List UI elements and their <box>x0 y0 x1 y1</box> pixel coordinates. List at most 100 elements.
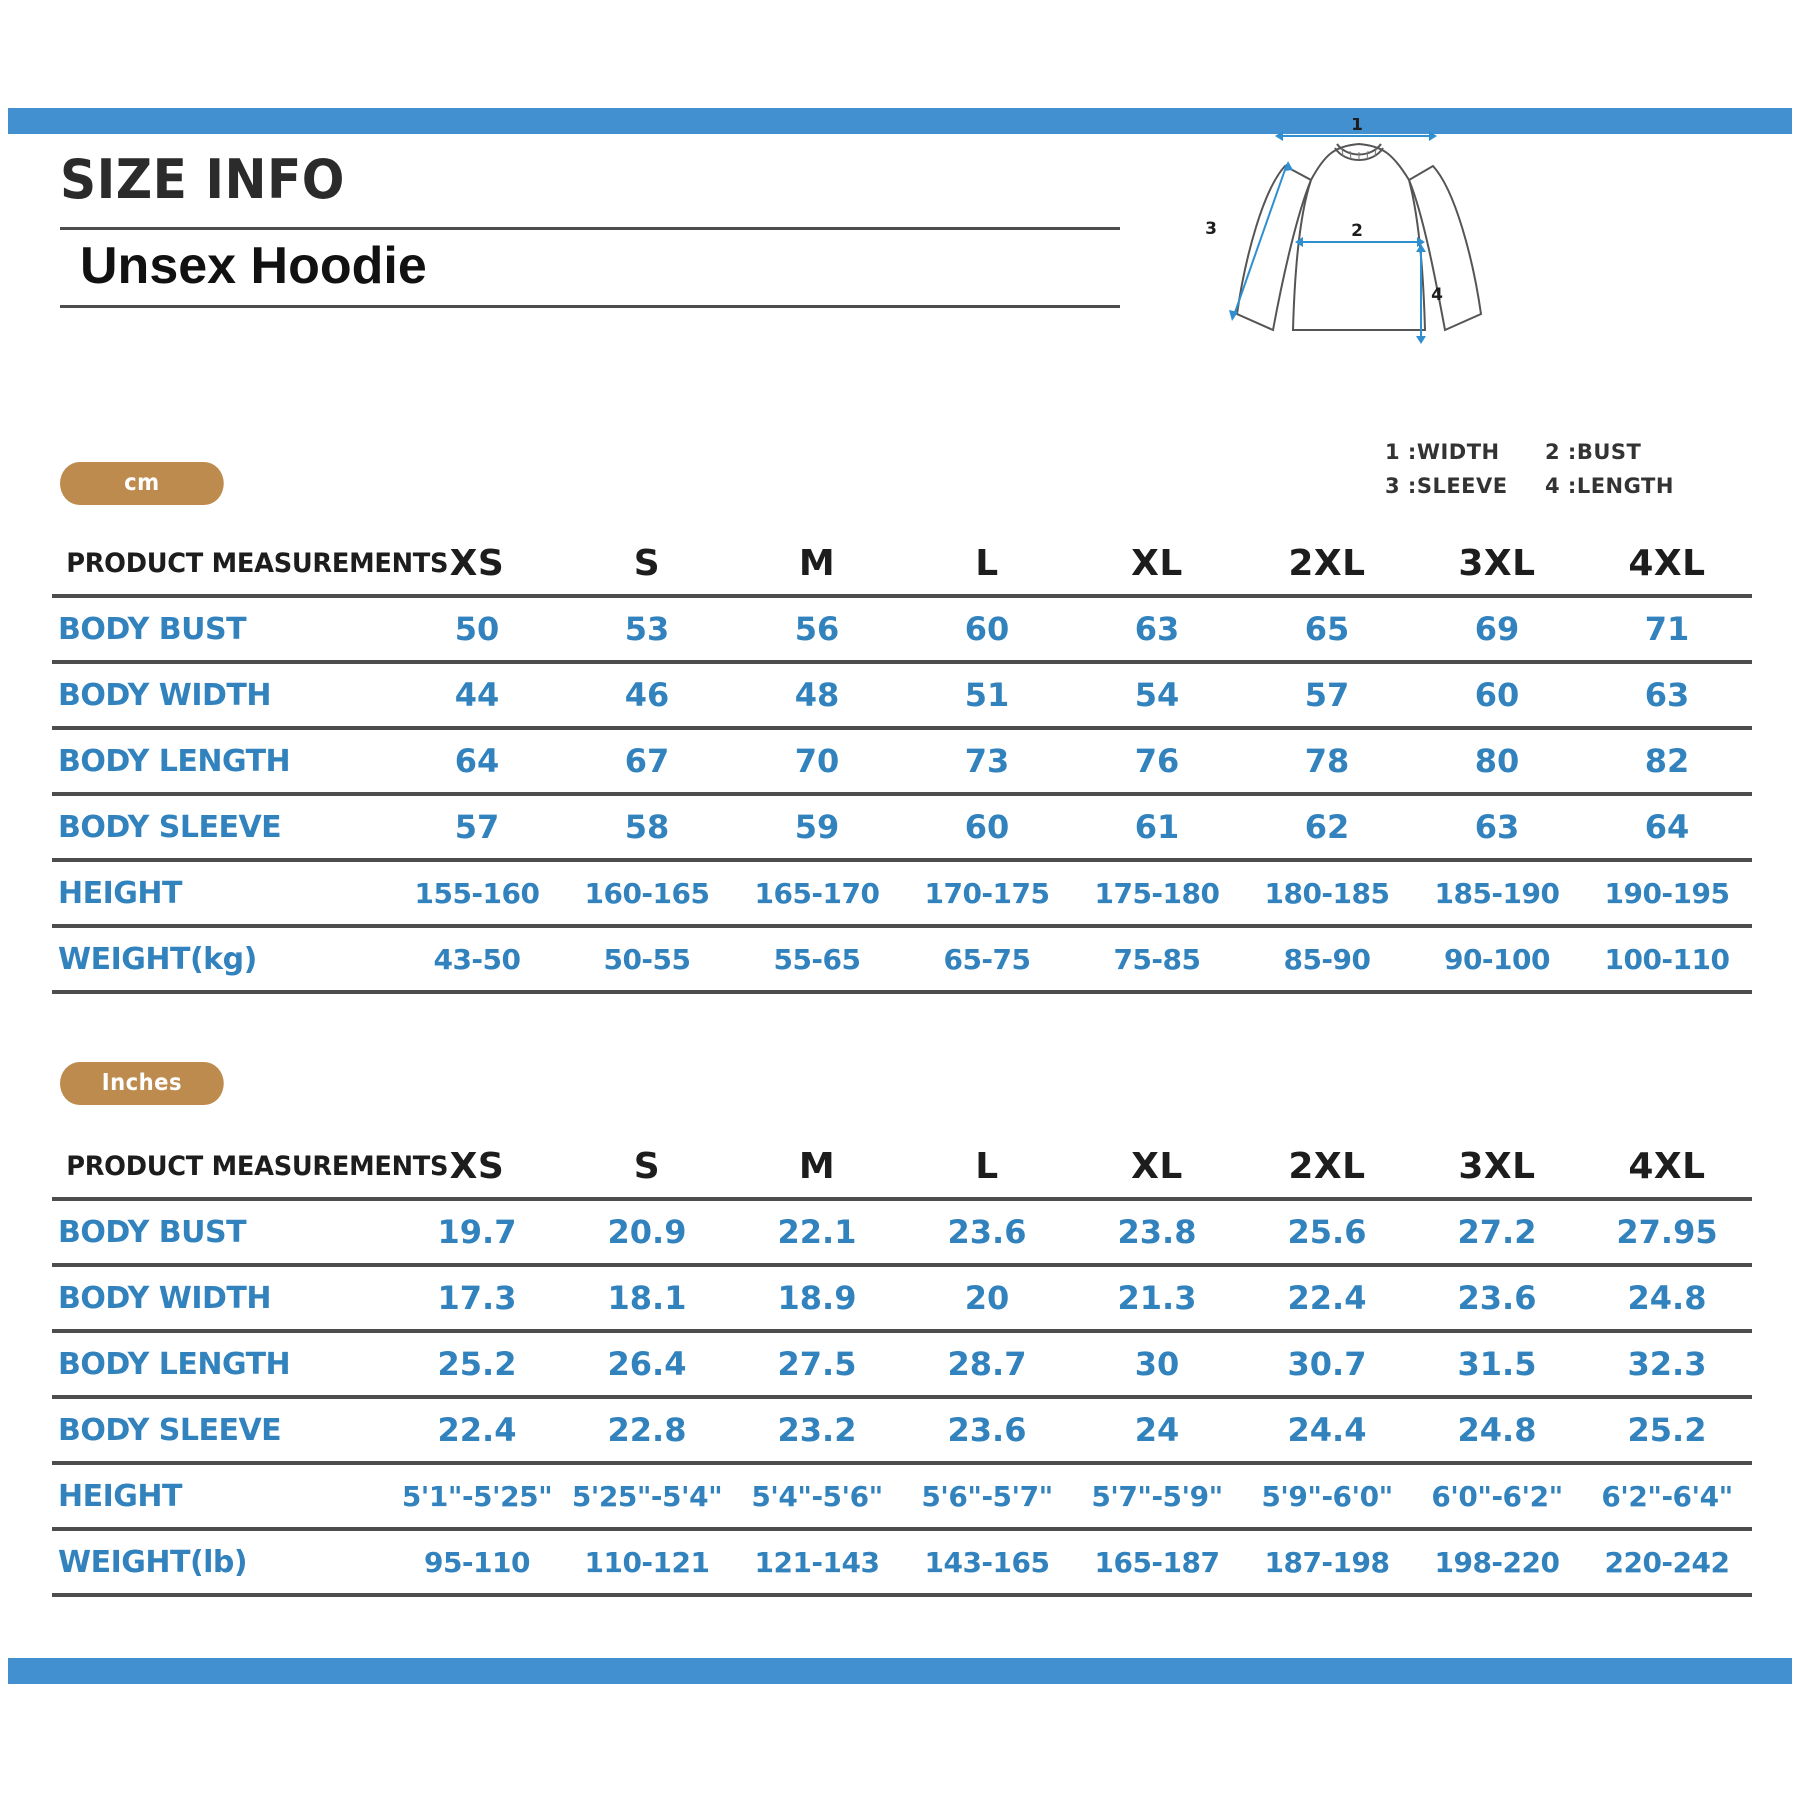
cell-value: 61 <box>1072 794 1242 862</box>
cell-value: 5'25"-5'4" <box>562 1463 732 1531</box>
cell-value: 24 <box>1072 1397 1242 1465</box>
svg-text:4: 4 <box>1431 285 1443 305</box>
cell-value: 5'4"-5'6" <box>732 1463 902 1531</box>
size-header-4xl: 4XL <box>1582 1135 1752 1201</box>
cell-value: 27.2 <box>1412 1199 1582 1267</box>
size-table-cm-wrapper: PRODUCT MEASUREMENTS XS S M L XL 2XL 3XL… <box>52 532 1752 994</box>
size-header-xs: XS <box>392 1135 562 1201</box>
cell-value: 187-198 <box>1242 1529 1412 1597</box>
legend-row: 3 :SLEEVE 4 :LENGTH <box>1385 470 1725 504</box>
table-row: BODY BUST 19.7 20.9 22.1 23.6 23.8 25.6 … <box>52 1199 1752 1267</box>
size-header-2xl: 2XL <box>1242 1135 1412 1201</box>
cell-value: 62 <box>1242 794 1412 862</box>
cell-value: 65-75 <box>902 926 1072 994</box>
cell-value: 18.1 <box>562 1265 732 1333</box>
cell-value: 198-220 <box>1412 1529 1582 1597</box>
cell-value: 32.3 <box>1582 1331 1752 1399</box>
size-header-3xl: 3XL <box>1412 1135 1582 1201</box>
row-label: WEIGHT(lb) <box>52 1529 392 1597</box>
cell-value: 82 <box>1582 728 1752 796</box>
cell-value: 60 <box>1412 662 1582 730</box>
size-header-2xl: 2XL <box>1242 532 1412 598</box>
row-label: HEIGHT <box>52 1463 392 1531</box>
cell-value: 30.7 <box>1242 1331 1412 1399</box>
size-header-xs: XS <box>392 532 562 598</box>
cell-value: 185-190 <box>1412 860 1582 928</box>
cell-value: 76 <box>1072 728 1242 796</box>
cell-value: 22.1 <box>732 1199 902 1267</box>
cell-value: 20.9 <box>562 1199 732 1267</box>
measurement-column-header: PRODUCT MEASUREMENTS <box>60 1135 448 1201</box>
cell-value: 5'9"-6'0" <box>1242 1463 1412 1531</box>
top-accent-bar <box>8 108 1792 134</box>
svg-text:1: 1 <box>1351 118 1363 135</box>
unit-badge-cm: cm <box>60 462 224 505</box>
cell-value: 24.8 <box>1412 1397 1582 1465</box>
legend-item-width: 1 :WIDTH <box>1385 440 1500 464</box>
measurement-column-header: PRODUCT MEASUREMENTS <box>60 532 448 598</box>
cell-value: 57 <box>1242 662 1412 730</box>
legend-item-sleeve: 3 :SLEEVE <box>1385 473 1508 498</box>
cell-value: 18.9 <box>732 1265 902 1333</box>
cell-value: 64 <box>1582 794 1752 862</box>
garment-measurement-diagram: 1 2 3 4 <box>1185 118 1530 368</box>
size-header-l: L <box>902 532 1072 598</box>
svg-text:2: 2 <box>1351 221 1363 241</box>
cell-value: 5'1"-5'25" <box>392 1463 562 1531</box>
table-row: BODY WIDTH 17.3 18.1 18.9 20 21.3 22.4 2… <box>52 1265 1752 1333</box>
cell-value: 48 <box>732 662 902 730</box>
row-label: BODY SLEEVE <box>52 1397 392 1465</box>
row-label: BODY SLEEVE <box>52 794 392 862</box>
title-divider-bottom <box>60 304 1120 308</box>
cell-value: 60 <box>902 596 1072 664</box>
cell-value: 23.2 <box>732 1397 902 1465</box>
legend-item-length: 4 :LENGTH <box>1545 473 1674 498</box>
cell-value: 63 <box>1582 662 1752 730</box>
bottom-accent-bar <box>8 1658 1792 1684</box>
size-header-3xl: 3XL <box>1412 532 1582 598</box>
size-header-m: M <box>732 1135 902 1201</box>
cell-value: 31.5 <box>1412 1331 1582 1399</box>
table-header-row: PRODUCT MEASUREMENTS XS S M L XL 2XL 3XL… <box>52 1135 1752 1201</box>
cell-value: 59 <box>732 794 902 862</box>
size-header-4xl: 4XL <box>1582 532 1752 598</box>
cell-value: 28.7 <box>902 1331 1072 1399</box>
cell-value: 51 <box>902 662 1072 730</box>
cell-value: 24.8 <box>1582 1265 1752 1333</box>
cell-value: 80 <box>1412 728 1582 796</box>
cell-value: 67 <box>562 728 732 796</box>
cell-value: 155-160 <box>392 860 562 928</box>
cell-value: 121-143 <box>732 1529 902 1597</box>
cell-value: 60 <box>902 794 1072 862</box>
unit-badge-inches: Inches <box>60 1062 224 1105</box>
row-label: BODY LENGTH <box>52 1331 392 1399</box>
row-label: BODY BUST <box>52 596 392 664</box>
cell-value: 23.6 <box>902 1199 1072 1267</box>
cell-value: 55-65 <box>732 926 902 994</box>
cell-value: 46 <box>562 662 732 730</box>
cell-value: 78 <box>1242 728 1412 796</box>
table-row: BODY BUST 50 53 56 60 63 65 69 71 <box>52 596 1752 664</box>
table-row: BODY SLEEVE 22.4 22.8 23.2 23.6 24 24.4 … <box>52 1397 1752 1465</box>
unit-badge-cm-wrapper: cm <box>60 462 238 505</box>
table-row: BODY LENGTH 64 67 70 73 76 78 80 82 <box>52 728 1752 796</box>
cell-value: 63 <box>1072 596 1242 664</box>
product-name: Unsex Hoodie <box>80 236 427 295</box>
cell-value: 22.4 <box>392 1397 562 1465</box>
cell-value: 53 <box>562 596 732 664</box>
table-header-row: PRODUCT MEASUREMENTS XS S M L XL 2XL 3XL… <box>52 532 1752 598</box>
cell-value: 5'7"-5'9" <box>1072 1463 1242 1531</box>
cell-value: 50 <box>392 596 562 664</box>
cell-value: 90-100 <box>1412 926 1582 994</box>
cell-value: 43-50 <box>392 926 562 994</box>
table-row: WEIGHT(lb) 95-110 110-121 121-143 143-16… <box>52 1529 1752 1597</box>
cell-value: 23.6 <box>1412 1265 1582 1333</box>
row-label: BODY WIDTH <box>52 1265 392 1333</box>
cell-value: 23.8 <box>1072 1199 1242 1267</box>
cell-value: 25.2 <box>392 1331 562 1399</box>
cell-value: 64 <box>392 728 562 796</box>
cell-value: 24.4 <box>1242 1397 1412 1465</box>
cell-value: 190-195 <box>1582 860 1752 928</box>
cell-value: 5'6"-5'7" <box>902 1463 1072 1531</box>
